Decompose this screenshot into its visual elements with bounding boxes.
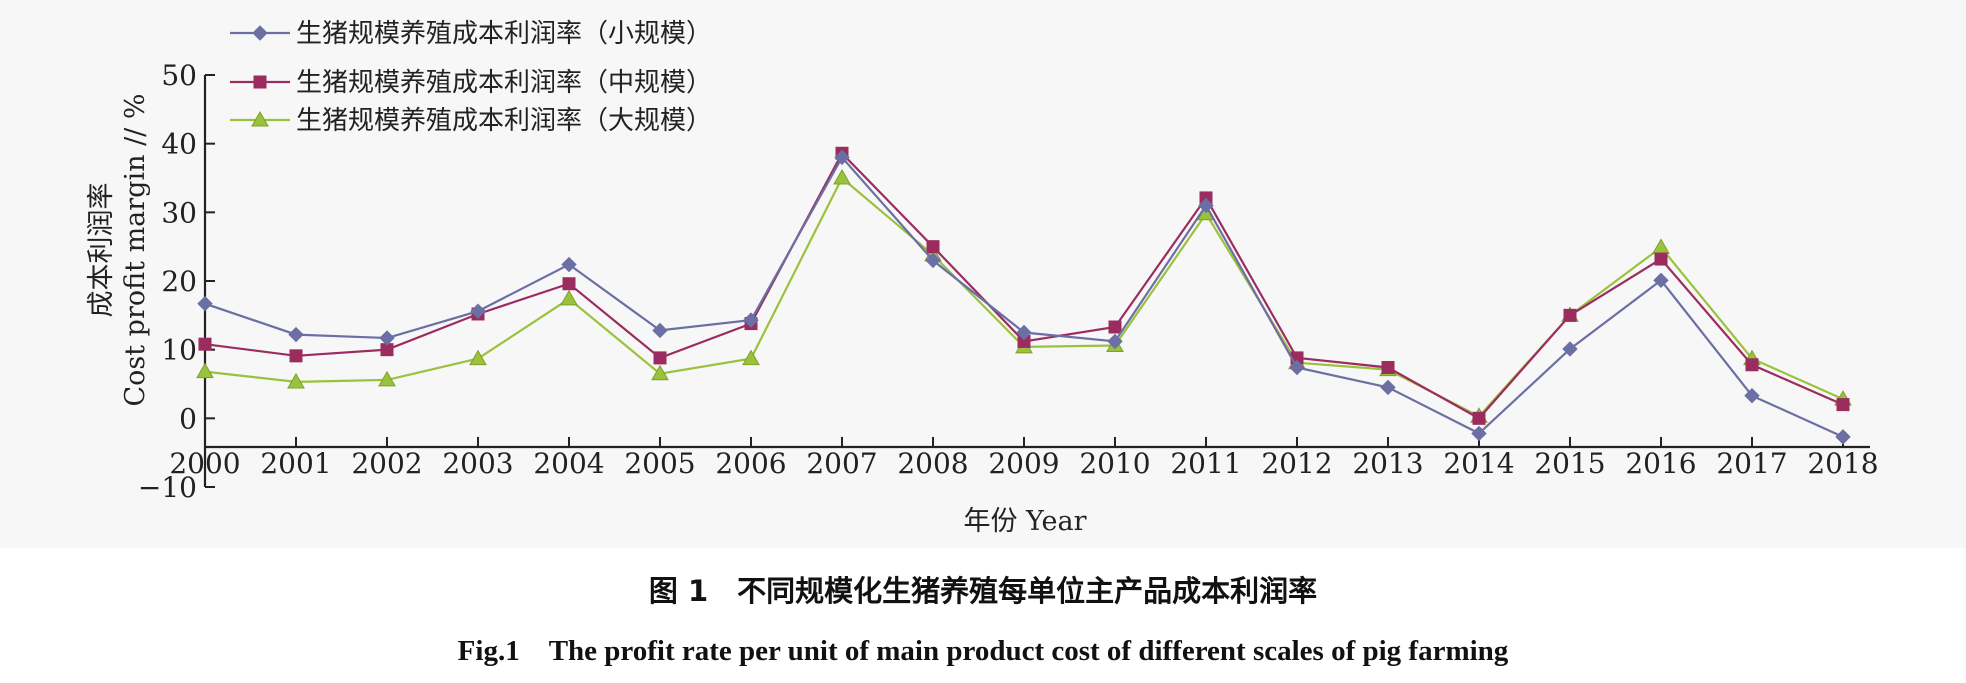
y-axis-title-en: Cost profit margin // % (120, 93, 151, 406)
x-tick-label: 2001 (260, 447, 331, 480)
x-tick-label: 2004 (533, 447, 604, 480)
data-point (1108, 320, 1122, 334)
data-point (1835, 429, 1851, 445)
legend-marker (251, 110, 269, 127)
y-tick-label: 30 (161, 196, 197, 229)
x-tick-label: 2002 (351, 447, 422, 480)
legend-item: 生猪规模养殖成本利润率（小规模） (230, 19, 712, 49)
data-point (469, 349, 487, 366)
x-tick-label: 2015 (1534, 447, 1605, 480)
legend-label: 生猪规模养殖成本利润率（大规模） (296, 106, 712, 136)
x-tick-label: 2006 (715, 447, 786, 480)
data-point (1107, 333, 1123, 350)
data-point (926, 240, 940, 254)
legend-label: 生猪规模养殖成本利润率（小规模） (296, 19, 712, 49)
x-axis-title: 年份 Year (963, 506, 1086, 537)
data-point (196, 362, 214, 379)
x-tick-label: 2014 (1443, 447, 1514, 480)
data-point (742, 349, 760, 366)
data-point (1744, 387, 1760, 404)
x-tick-label: 2012 (1261, 447, 1332, 480)
data-point (833, 168, 851, 185)
data-point (1652, 238, 1670, 254)
data-point (1017, 334, 1031, 348)
data-point (198, 337, 212, 351)
legend-item: 生猪规模养殖成本利润率（中规模） (230, 68, 712, 98)
data-point (1380, 379, 1396, 396)
y-tick-label: 40 (161, 128, 197, 161)
x-tick-label: 2008 (897, 447, 968, 480)
y-tick-label: 50 (161, 59, 197, 92)
legend-item: 生猪规模养殖成本利润率（大规模） (230, 106, 712, 136)
legend: 生猪规模养殖成本利润率（小规模） 生猪规模养殖成本利润率（中规模） 生猪规模养殖成本… (230, 19, 712, 136)
data-point (1471, 425, 1487, 442)
y-tick-label: 20 (161, 265, 197, 298)
data-point (1472, 411, 1486, 425)
data-point (652, 322, 668, 339)
x-tick-label: 2017 (1716, 447, 1787, 480)
data-point (743, 312, 759, 328)
series-line (204, 151, 1844, 420)
x-tick-label: 2018 (1807, 447, 1878, 480)
data-point (378, 370, 396, 387)
data-point (380, 343, 394, 357)
data-point (288, 326, 304, 343)
data-point (1016, 324, 1032, 341)
data-point (651, 364, 669, 381)
y-tick-label: 0 (179, 402, 197, 435)
data-point (1654, 252, 1668, 266)
legend-label: 生猪规模养殖成本利润率（中规模） (296, 68, 712, 98)
x-tick-label: 2003 (442, 447, 513, 480)
data-point (289, 349, 303, 363)
series-square (198, 146, 1850, 425)
y-axis-title-cn: 成本利润率 (86, 183, 117, 318)
x-tick-label: 2011 (1170, 447, 1241, 480)
x-tick-label: 2000 (169, 447, 240, 480)
x-tick-label: 2010 (1079, 447, 1150, 480)
x-tick-label: 2007 (806, 447, 877, 480)
series-layer (196, 146, 1852, 445)
data-point (925, 252, 941, 269)
plot-panel: 50 40 30 20 10 0 −10 2000 2001 2002 2003 2004 2005 20… (86, 19, 1879, 537)
figure-caption-cn: 图 1 不同规模化生猪养殖每单位主产品成本利润率 (648, 574, 1318, 608)
y-tick-label: −10 (138, 471, 197, 504)
x-tick-label: 2009 (988, 447, 1059, 480)
data-point (1653, 272, 1669, 289)
legend-marker (253, 75, 267, 89)
data-point (1563, 308, 1577, 322)
x-tick-label: 2005 (624, 447, 695, 480)
data-point (1562, 341, 1578, 357)
data-point (834, 149, 850, 166)
data-point (1836, 398, 1850, 412)
x-tick-label: 2013 (1352, 447, 1423, 480)
data-point (1289, 359, 1305, 376)
axis-labels: 年份 Year 成本利润率 Cost profit margin // % (86, 93, 1087, 537)
data-point (562, 277, 576, 291)
data-point (287, 372, 305, 389)
series-diamond (197, 149, 1851, 445)
data-point (470, 303, 486, 319)
data-point (561, 256, 577, 273)
data-point (379, 330, 395, 346)
data-point (1381, 361, 1395, 375)
x-tick-label: 2016 (1625, 447, 1696, 480)
data-point (560, 289, 578, 306)
data-point (197, 295, 213, 312)
legend-marker (252, 25, 268, 41)
y-tick-label: 10 (161, 334, 197, 367)
data-point (653, 351, 667, 365)
figure-caption-en: Fig.1 The profit rate per unit of main p… (457, 635, 1509, 667)
data-point (1198, 197, 1214, 214)
data-point (1745, 358, 1759, 372)
